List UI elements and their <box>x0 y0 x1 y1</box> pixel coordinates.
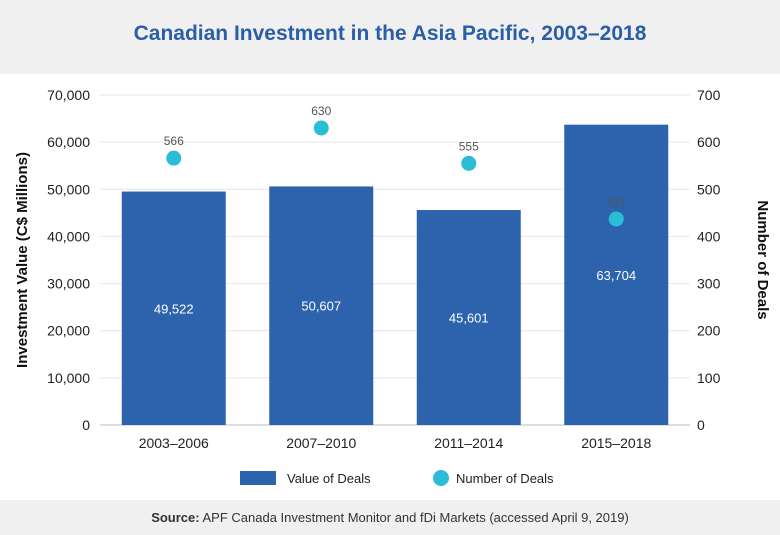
x-tick-label: 2007–2010 <box>286 435 356 451</box>
source-banner: Source: APF Canada Investment Monitor an… <box>0 500 780 535</box>
deal-count-label: 630 <box>311 104 331 118</box>
source-note: Source: APF Canada Investment Monitor an… <box>0 510 780 525</box>
title-banner: Canadian Investment in the Asia Pacific,… <box>0 0 780 74</box>
y2-tick-label: 400 <box>697 228 721 244</box>
deal-count-point <box>608 211 624 227</box>
deal-count-label: 555 <box>459 139 479 153</box>
legend-label-value: Value of Deals <box>287 471 371 486</box>
x-tick-label: 2015–2018 <box>581 435 651 451</box>
x-tick-label: 2011–2014 <box>434 435 503 451</box>
y2-axis-title: Number of Deals <box>754 200 771 319</box>
y-axis-title: Investment Value (C$ Millions) <box>14 152 31 368</box>
bar-value-label: 50,607 <box>301 299 341 314</box>
y-tick-label: 50,000 <box>47 181 90 197</box>
bar-value-label: 45,601 <box>449 311 489 326</box>
y-tick-label: 60,000 <box>47 134 90 150</box>
bar <box>416 210 521 425</box>
y2-tick-label: 200 <box>697 323 721 339</box>
y-tick-label: 0 <box>82 417 90 433</box>
y2-tick-label: 100 <box>697 370 721 386</box>
y-tick-label: 40,000 <box>47 228 90 244</box>
deal-count-point <box>313 120 329 136</box>
y2-tick-label: 500 <box>697 181 721 197</box>
source-text: APF Canada Investment Monitor and fDi Ma… <box>199 510 629 525</box>
y-tick-label: 30,000 <box>47 276 90 292</box>
deal-count-label: 437 <box>606 195 626 209</box>
bar-value-label: 49,522 <box>154 301 194 316</box>
y2-tick-label: 600 <box>697 134 721 150</box>
y-tick-label: 20,000 <box>47 323 90 339</box>
chart-title: Canadian Investment in the Asia Pacific,… <box>133 22 647 45</box>
legend-swatch-number <box>433 470 449 486</box>
deal-count-label: 566 <box>164 134 184 148</box>
bar <box>121 191 226 425</box>
bar <box>564 124 669 425</box>
y-tick-label: 10,000 <box>47 370 90 386</box>
bar <box>269 186 374 425</box>
bar-value-label: 63,704 <box>596 268 636 283</box>
legend-label-number: Number of Deals <box>456 471 554 486</box>
x-tick-label: 2003–2006 <box>139 435 209 451</box>
y2-tick-label: 0 <box>697 417 705 433</box>
source-label: Source: <box>151 510 200 525</box>
y2-tick-label: 300 <box>697 276 721 292</box>
y2-tick-label: 700 <box>697 87 721 103</box>
deal-count-point <box>166 150 182 166</box>
chart-svg: 0 10,000 20,000 30,000 40,000 50,000 60,000 70,… <box>14 87 771 486</box>
legend-swatch-value <box>240 471 276 485</box>
deal-count-point <box>461 155 477 171</box>
y-tick-label: 70,000 <box>47 87 90 103</box>
